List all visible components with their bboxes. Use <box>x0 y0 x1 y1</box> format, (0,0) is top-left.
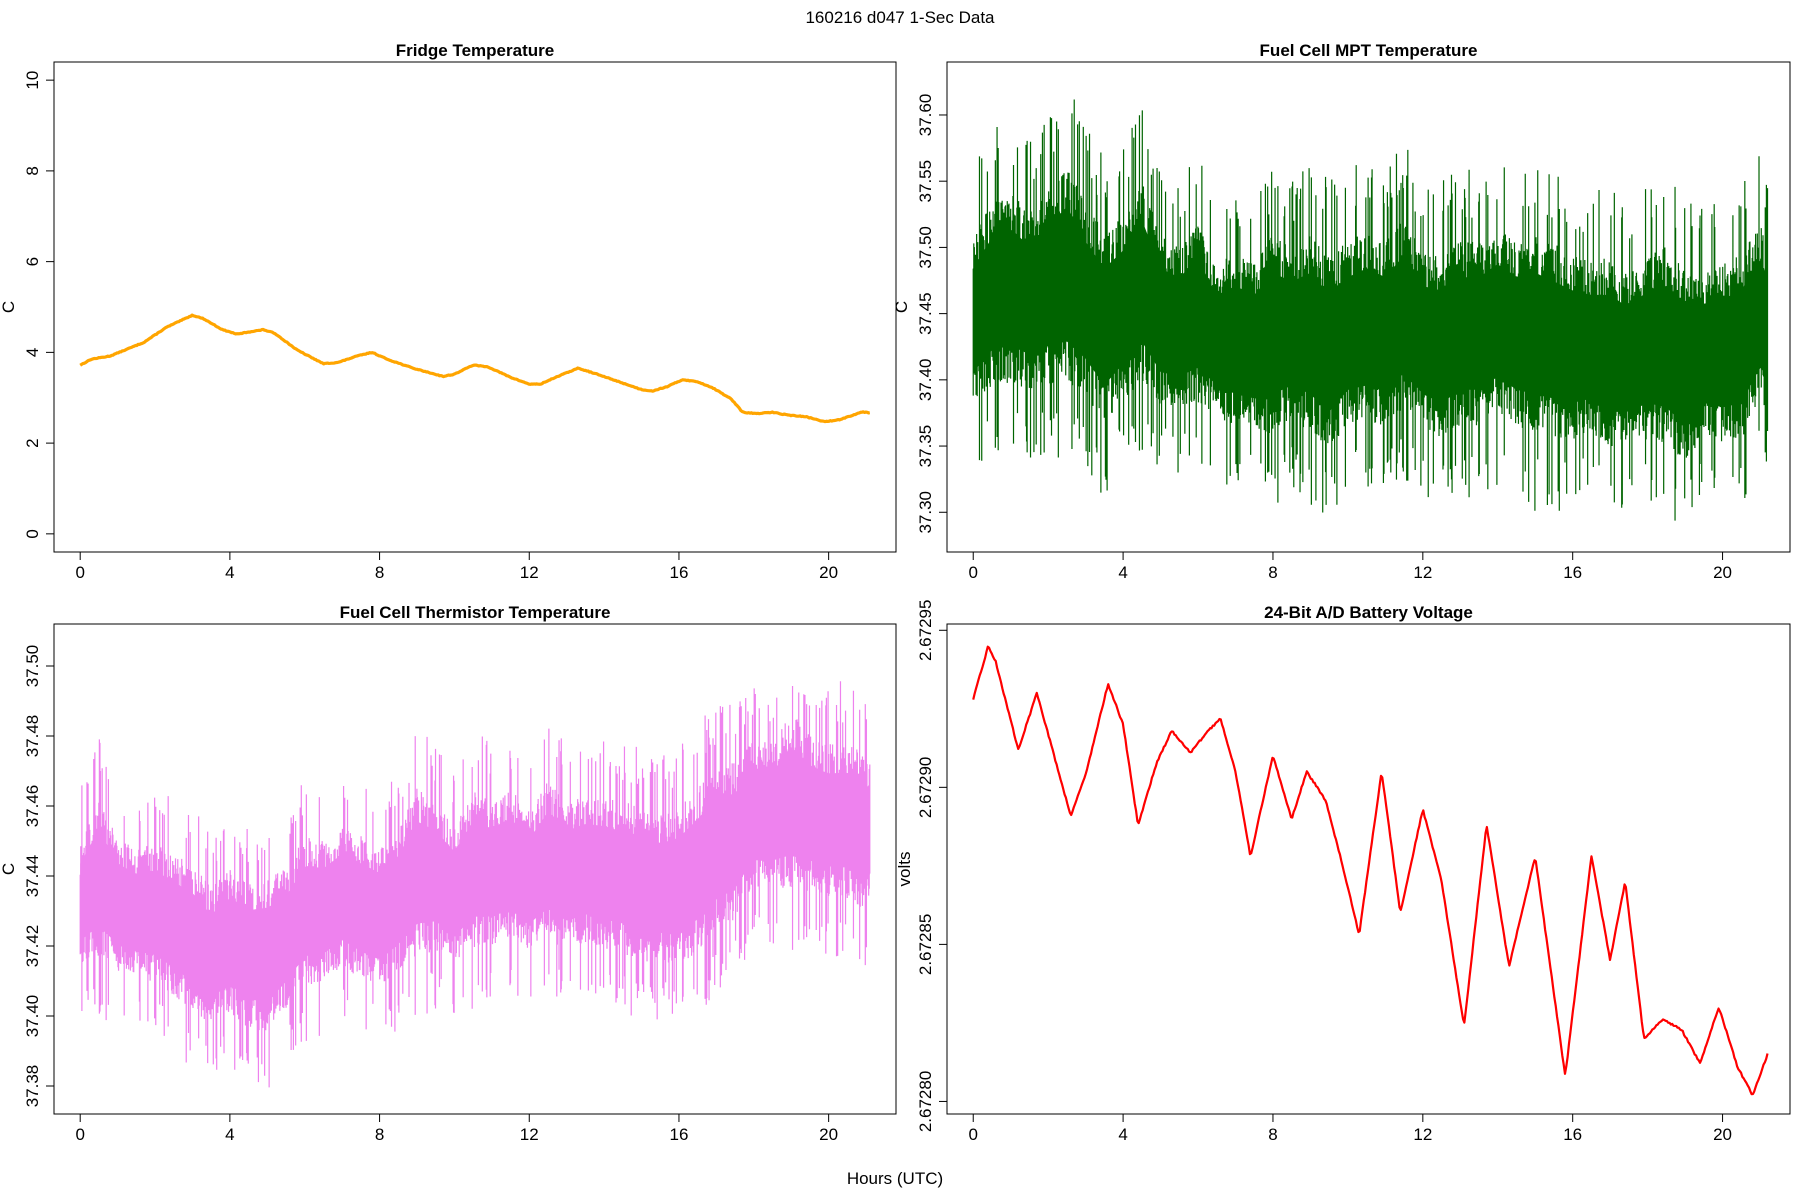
battery-voltage-x-tick-label: 8 <box>1268 1125 1277 1144</box>
fuel-cell-thermistor-temperature-y-tick-label: 37.38 <box>23 1065 42 1108</box>
fridge-temperature-x-tick-label: 0 <box>75 563 84 582</box>
battery-voltage-y-axis-label: volts <box>895 852 914 887</box>
fuel-cell-thermistor-temperature-title: Fuel Cell Thermistor Temperature <box>340 603 611 622</box>
fridge-temperature-y-tick-label: 2 <box>23 438 42 447</box>
fridge-temperature-y-tick-label: 8 <box>23 166 42 175</box>
fuel-cell-mpt-temperature-y-axis-label: C <box>892 301 911 313</box>
fuel-cell-mpt-temperature-series-core <box>973 206 1768 425</box>
panel-fuel-cell-mpt-temperature: Fuel Cell MPT Temperature 0 4 8 12 16 20 37.30 3… <box>892 41 1791 582</box>
fuel-cell-mpt-temperature-x-tick-label: 12 <box>1413 563 1432 582</box>
fuel-cell-thermistor-temperature-data <box>79 681 871 1088</box>
fuel-cell-thermistor-temperature-x-tick-label: 4 <box>225 1125 234 1144</box>
fuel-cell-mpt-temperature-y-tick-label: 37.40 <box>916 359 935 402</box>
fuel-cell-thermistor-temperature-plot-frame <box>53 623 897 1115</box>
fuel-cell-thermistor-temperature-x-tick-label: 0 <box>75 1125 84 1144</box>
fridge-temperature-y-tick-label: 6 <box>23 257 42 266</box>
battery-voltage-series-line <box>972 645 1769 1096</box>
fuel-cell-thermistor-temperature-x-tick-label: 16 <box>669 1125 688 1144</box>
fuel-cell-thermistor-temperature-y-tick-label: 37.50 <box>23 645 42 688</box>
battery-voltage-y-tick-label: 2.67285 <box>916 914 935 975</box>
battery-voltage-x-tick-label: 4 <box>1118 1125 1127 1144</box>
fuel-cell-thermistor-temperature-y-tick-label: 37.46 <box>23 785 42 828</box>
battery-voltage-title: 24-Bit A/D Battery Voltage <box>1264 603 1473 622</box>
fuel-cell-mpt-temperature-y-tick-label: 37.60 <box>916 94 935 137</box>
fridge-temperature-x-tick-label: 16 <box>669 563 688 582</box>
battery-voltage-x-tick-label: 0 <box>968 1125 977 1144</box>
fuel-cell-mpt-temperature-x-tick-label: 4 <box>1118 563 1127 582</box>
fridge-temperature-x-tick-label: 20 <box>819 563 838 582</box>
fuel-cell-thermistor-temperature-y-tick-label: 37.40 <box>23 995 42 1038</box>
figure-title: 160216 d047 1-Sec Data <box>805 8 995 27</box>
fridge-temperature-x-tick-label: 8 <box>375 563 384 582</box>
panel-battery-voltage: 24-Bit A/D Battery Voltage 0 4 8 12 16 20 2.672… <box>895 600 1791 1144</box>
battery-voltage-x-tick-label: 12 <box>1413 1125 1432 1144</box>
fuel-cell-mpt-temperature-y-tick-label: 37.50 <box>916 226 935 269</box>
fridge-temperature-x-tick-label: 12 <box>520 563 539 582</box>
fuel-cell-thermistor-temperature-y-axis-label: C <box>0 863 18 875</box>
fuel-cell-thermistor-temperature-y-tick-label: 37.44 <box>23 855 42 898</box>
fuel-cell-mpt-temperature-x-tick-label: 0 <box>968 563 977 582</box>
figure-x-axis-label: Hours (UTC) <box>847 1169 943 1188</box>
fuel-cell-mpt-temperature-x-tick-label: 20 <box>1713 563 1732 582</box>
fridge-temperature-plot-frame <box>53 61 897 553</box>
fridge-temperature-y-tick-label: 10 <box>23 71 42 90</box>
fridge-temperature-x-tick-label: 4 <box>225 563 234 582</box>
fuel-cell-thermistor-temperature-y-tick-label: 37.42 <box>23 925 42 968</box>
fridge-temperature-y-axis-label: C <box>0 301 18 313</box>
battery-voltage-y-tick-label: 2.67295 <box>916 600 935 661</box>
fridge-temperature-y-tick-label: 4 <box>23 348 42 357</box>
fuel-cell-mpt-temperature-x-tick-label: 16 <box>1563 563 1582 582</box>
panel-fuel-cell-thermistor-temperature: Fuel Cell Thermistor Temperature 0 4 8 12 16 2… <box>0 603 897 1144</box>
fuel-cell-mpt-temperature-y-tick-label: 37.35 <box>916 425 935 468</box>
battery-voltage-y-tick-label: 2.67290 <box>916 757 935 818</box>
battery-voltage-x-tick-label: 20 <box>1713 1125 1732 1144</box>
fuel-cell-thermistor-temperature-y-tick-label: 37.48 <box>23 715 42 758</box>
fuel-cell-thermistor-temperature-x-tick-label: 12 <box>520 1125 539 1144</box>
battery-voltage-x-tick-label: 16 <box>1563 1125 1582 1144</box>
fuel-cell-thermistor-temperature-x-tick-label: 20 <box>819 1125 838 1144</box>
fridge-temperature-series-line <box>79 313 871 424</box>
fuel-cell-thermistor-temperature-series-core <box>80 747 870 1002</box>
fuel-cell-mpt-temperature-data <box>972 99 1769 521</box>
battery-voltage-y-tick-label: 2.67280 <box>916 1071 935 1132</box>
fuel-cell-mpt-temperature-plot-frame <box>946 61 1791 553</box>
fridge-temperature-title: Fridge Temperature <box>396 41 554 60</box>
fuel-cell-mpt-temperature-y-tick-label: 37.30 <box>916 491 935 534</box>
fuel-cell-thermistor-temperature-x-tick-label: 8 <box>375 1125 384 1144</box>
fuel-cell-mpt-temperature-y-tick-label: 37.55 <box>916 160 935 203</box>
fuel-cell-mpt-temperature-x-tick-label: 8 <box>1268 563 1277 582</box>
battery-voltage-plot-frame <box>946 623 1791 1115</box>
fuel-cell-mpt-temperature-title: Fuel Cell MPT Temperature <box>1260 41 1478 60</box>
panel-fridge-temperature: Fridge Temperature 0 4 8 12 16 20 0 2 4 6 8 10 C <box>0 41 897 582</box>
battery-voltage-data <box>972 645 1769 1096</box>
fuel-cell-mpt-temperature-y-tick-label: 37.45 <box>916 292 935 335</box>
fridge-temperature-data <box>79 313 871 424</box>
fridge-temperature-y-tick-label: 0 <box>23 529 42 538</box>
